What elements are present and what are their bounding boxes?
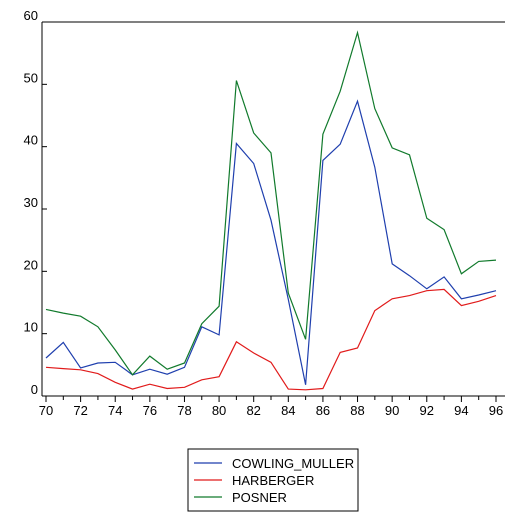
x-tick-label: 76 (143, 403, 157, 418)
x-tick-label: 82 (246, 403, 260, 418)
x-tick-label: 84 (281, 403, 295, 418)
y-tick-label: 50 (24, 70, 38, 85)
x-tick-label: 78 (177, 403, 191, 418)
series-line-harberger (45, 288, 497, 391)
x-tick-label: 90 (385, 403, 399, 418)
x-tick-label: 94 (454, 403, 468, 418)
x-tick-label: 74 (108, 403, 122, 418)
x-tick-label: 96 (489, 403, 503, 418)
y-tick-label: 40 (24, 133, 38, 148)
y-tick-label: 20 (24, 257, 38, 272)
x-axis-tick-labels: 70 72 74 76 78 80 82 84 86 88 90 92 94 96 (39, 403, 503, 418)
y-tick-label: 10 (24, 320, 38, 335)
legend-label: COWLING_MULLER (232, 456, 354, 471)
x-tick-label: 72 (73, 403, 87, 418)
series-line-posner (45, 30, 497, 376)
series-lines (45, 30, 497, 391)
x-tick-label: 88 (350, 403, 364, 418)
x-tick-label: 86 (316, 403, 330, 418)
y-tick-label: 0 (31, 382, 38, 397)
x-tick-label: 92 (420, 403, 434, 418)
axes (41, 21, 505, 402)
y-tick-label: 30 (24, 195, 38, 210)
legend-label: POSNER (232, 490, 287, 505)
legend: COWLING_MULLER HARBERGER POSNER (187, 448, 359, 512)
x-tick-label: 80 (212, 403, 226, 418)
legend-label: HARBERGER (232, 473, 314, 488)
y-tick-label: 60 (24, 8, 38, 23)
series-line-cowling-muller (45, 99, 497, 385)
x-tick-label: 70 (39, 403, 53, 418)
y-axis-tick-labels: 0 10 20 30 40 50 60 (24, 8, 38, 397)
